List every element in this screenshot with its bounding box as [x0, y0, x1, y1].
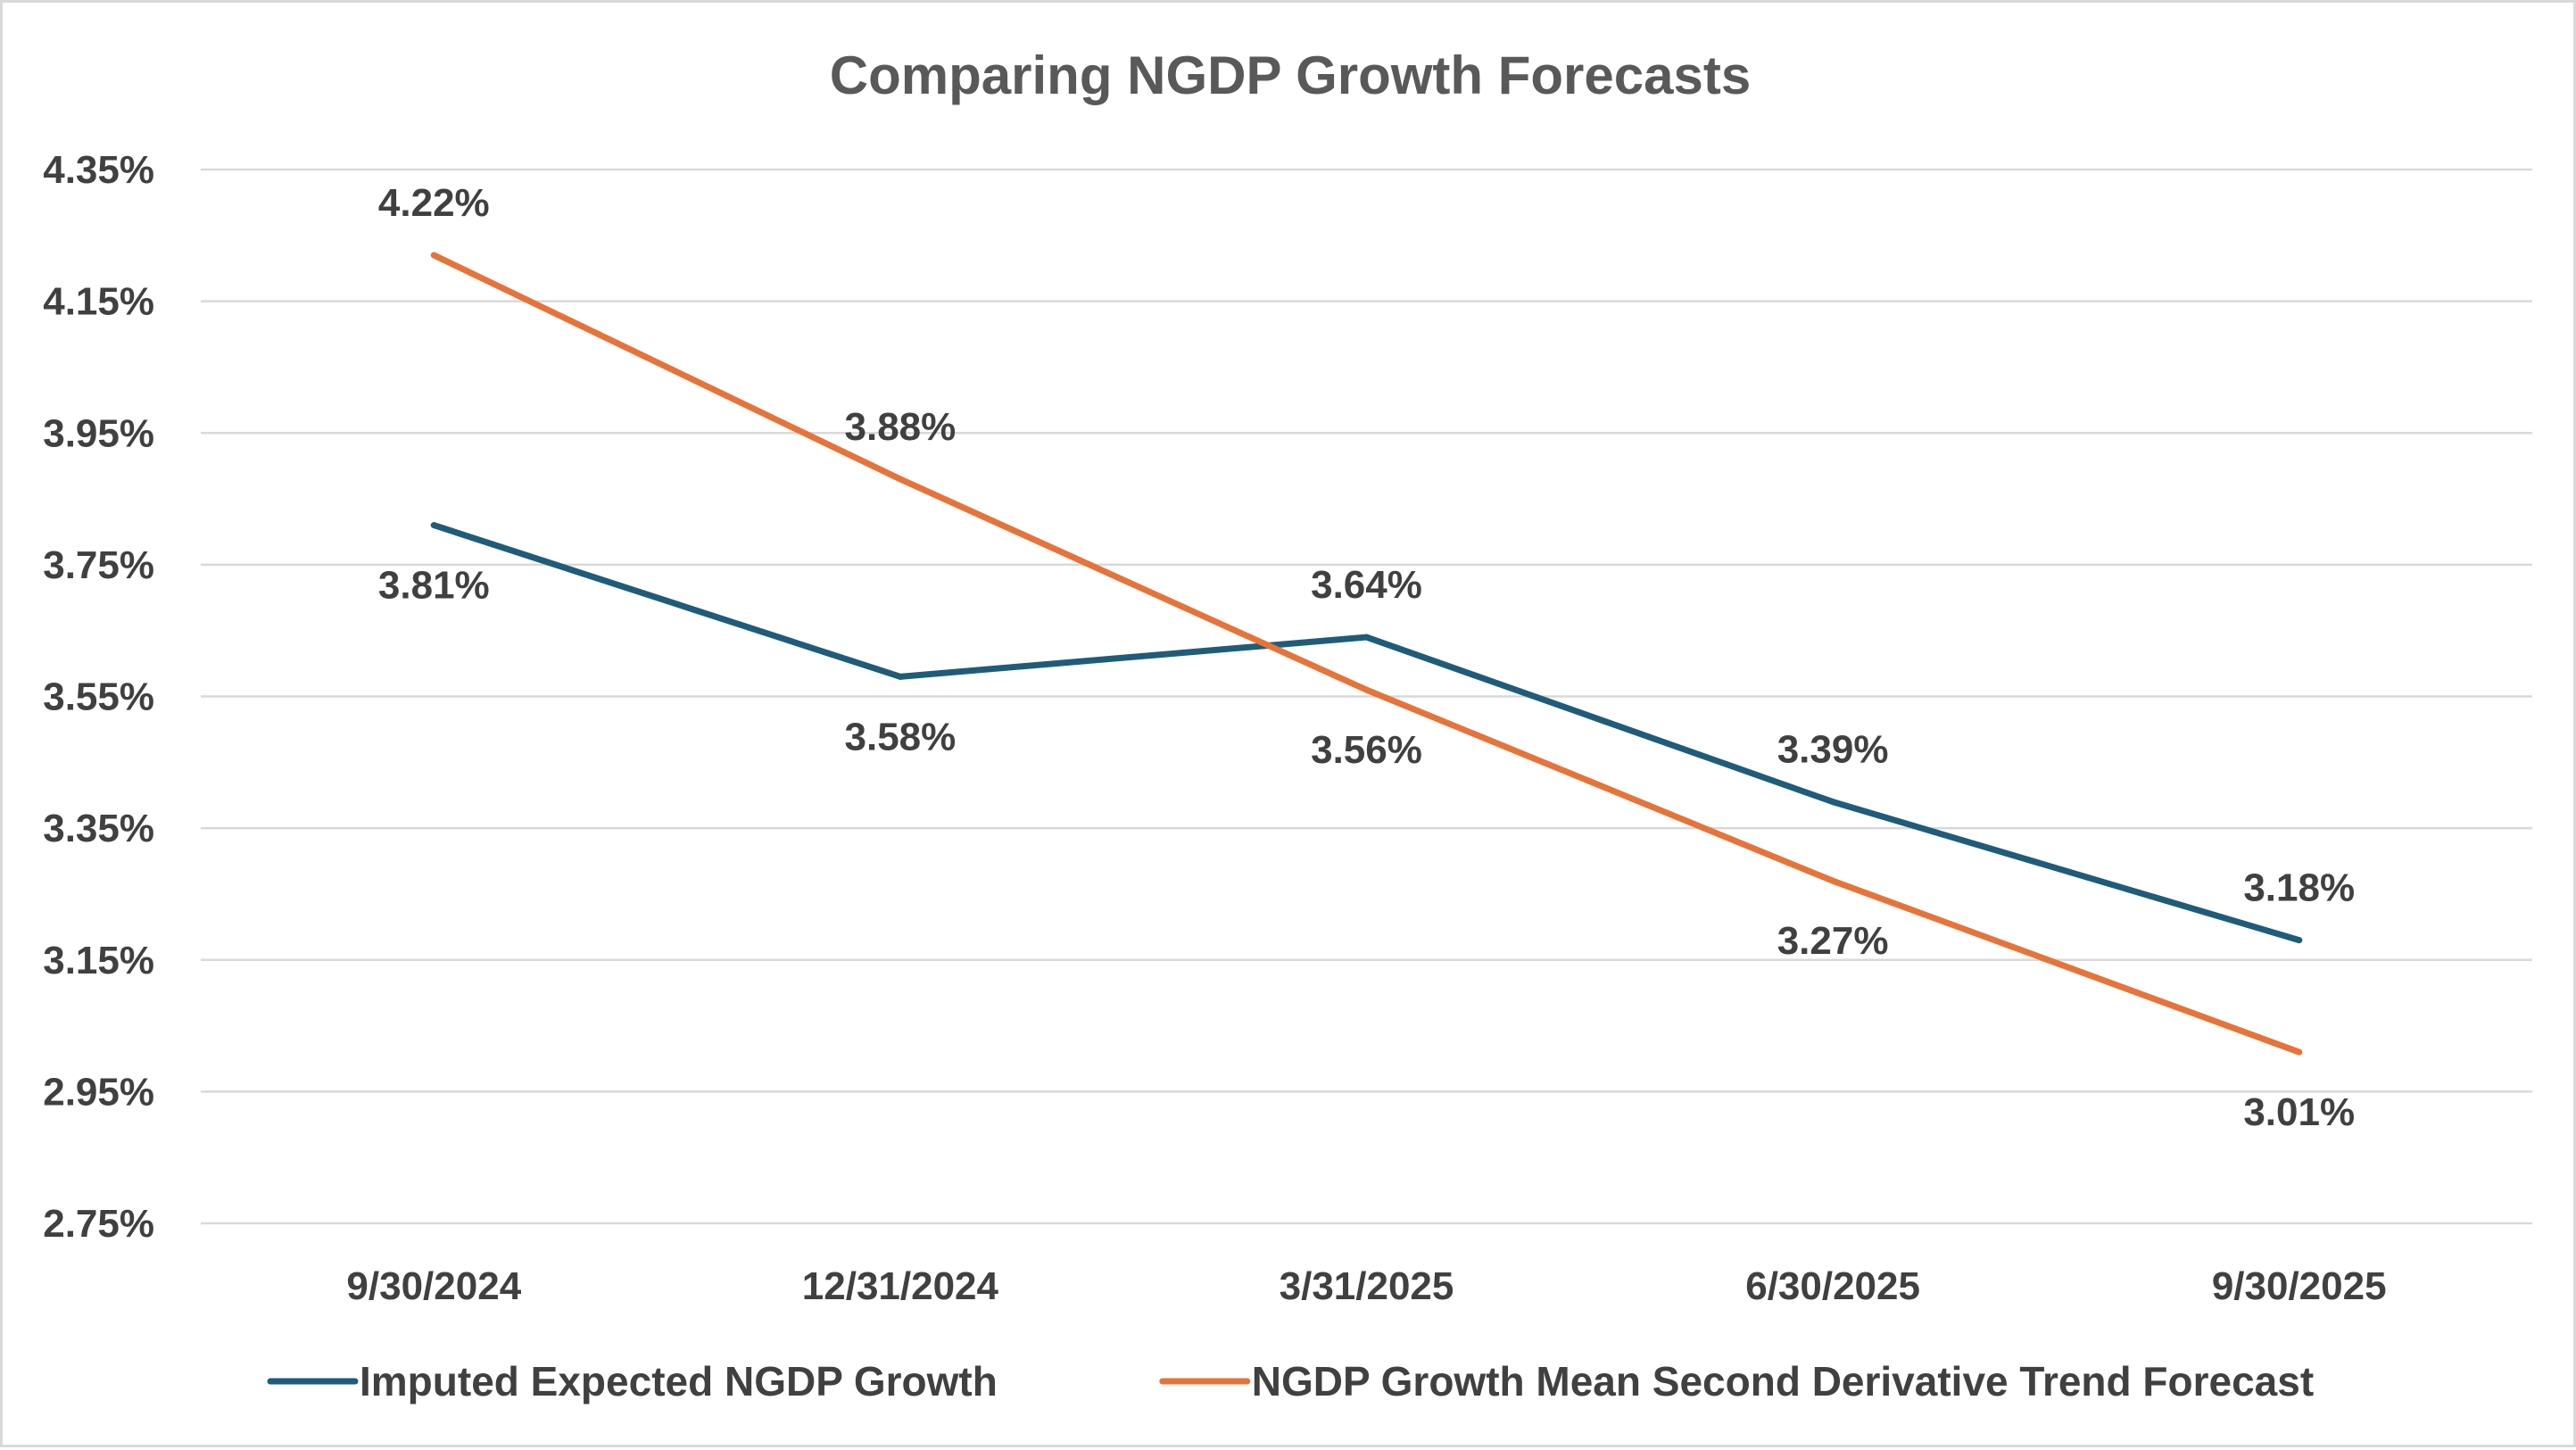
- data-point: [2296, 1048, 2303, 1056]
- gridlines: [201, 168, 2532, 1225]
- y-tick-label: 3.35%: [43, 807, 154, 850]
- y-tick-label: 3.15%: [43, 939, 154, 982]
- x-tick-label: 6/30/2025: [1745, 1264, 1920, 1308]
- x-tick-label: 3/31/2025: [1280, 1264, 1454, 1308]
- data-point: [430, 522, 437, 529]
- data-point: [1829, 877, 1836, 884]
- y-tick-label: 4.35%: [43, 148, 154, 192]
- y-tick-label: 2.95%: [43, 1070, 154, 1114]
- data-point: [1363, 686, 1370, 693]
- data-label: 3.56%: [1311, 728, 1422, 772]
- legend: Imputed Expected NGDP Growth NGDP Growth …: [267, 1358, 2314, 1404]
- data-label: 3.58%: [845, 715, 957, 758]
- x-tick-label: 9/30/2025: [2212, 1264, 2387, 1308]
- data-label: 3.88%: [845, 405, 957, 449]
- legend-label: NGDP Growth Mean Second Derivative Trend…: [1252, 1358, 2314, 1404]
- y-axis-ticks: 2.75% 2.95% 3.15% 3.35% 3.55% 3.75% 3.95% 4.15%…: [43, 148, 154, 1246]
- data-label: 3.27%: [1777, 919, 1889, 963]
- y-tick-label: 3.75%: [43, 543, 154, 587]
- data-point: [1829, 799, 1836, 806]
- series-line: [430, 252, 2303, 1056]
- data-label: 3.81%: [378, 564, 490, 608]
- x-axis-ticks: 9/30/2024 12/31/2024 3/31/2025 6/30/2025 9/3…: [346, 1264, 2386, 1308]
- data-point: [897, 476, 904, 483]
- chart-title: Comparing NGDP Growth Forecasts: [830, 46, 1751, 105]
- x-tick-label: 9/30/2024: [346, 1264, 521, 1308]
- x-tick-label: 12/31/2024: [802, 1264, 999, 1308]
- data-label: 3.18%: [2243, 866, 2355, 910]
- data-label: 3.39%: [1777, 728, 1889, 772]
- data-point: [430, 252, 437, 259]
- y-tick-label: 2.75%: [43, 1202, 154, 1246]
- data-label: 3.01%: [2243, 1090, 2355, 1134]
- data-point: [1363, 634, 1370, 641]
- y-tick-label: 4.15%: [43, 280, 154, 324]
- line-chart: Comparing NGDP Growth Forecasts 2.75% 2.9…: [43, 46, 2532, 1404]
- legend-label: Imputed Expected NGDP Growth: [360, 1358, 998, 1404]
- data-label: 3.64%: [1311, 563, 1422, 607]
- data-point: [897, 673, 904, 680]
- y-tick-label: 3.95%: [43, 411, 154, 455]
- data-labels: 3.81% 3.58% 3.64% 3.39% 3.18% 4.22% 3.88% 3.56%…: [378, 181, 2355, 1134]
- y-tick-label: 3.55%: [43, 675, 154, 719]
- data-point: [2296, 937, 2303, 944]
- series-lines: [430, 252, 2303, 1056]
- data-label: 4.22%: [378, 181, 490, 225]
